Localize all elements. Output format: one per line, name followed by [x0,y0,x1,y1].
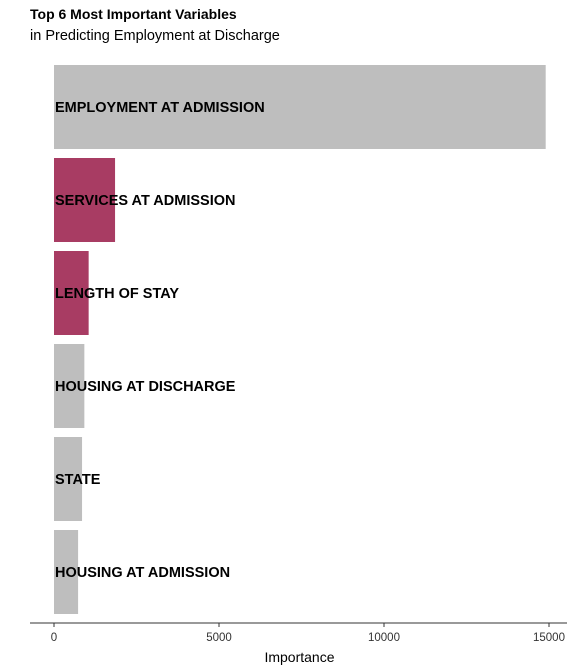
bars-group [54,65,546,614]
bar-label: SERVICES AT ADMISSION [55,193,235,209]
bar-label: HOUSING AT ADMISSION [55,565,230,581]
bar-housing-at-discharge [54,344,85,428]
x-tick-label: 15000 [533,632,565,644]
x-tick-label: 10000 [368,632,400,644]
x-tick-label: 0 [51,632,57,644]
bar-label: LENGTH OF STAY [55,286,179,302]
bar-label: STATE [55,472,101,488]
bar-state [54,437,83,521]
bar-length-of-stay [54,251,89,335]
bar-label: EMPLOYMENT AT ADMISSION [55,100,265,116]
bar-employment-at-admission [54,65,546,149]
bar-labels-group: EMPLOYMENT AT ADMISSION SERVICES AT ADMIS… [55,100,265,581]
bar-housing-at-admission [54,530,79,614]
x-tick-label: 5000 [206,632,232,644]
bar-label: HOUSING AT DISCHARGE [55,379,236,395]
x-axis-ticks: 0 5000 10000 15000 [51,623,565,644]
chart-title: Top 6 Most Important Variables [30,6,237,22]
bar-services-at-admission [54,158,116,242]
chart-subtitle: in Predicting Employment at Discharge [30,28,280,44]
x-axis-title: Importance [264,649,334,665]
